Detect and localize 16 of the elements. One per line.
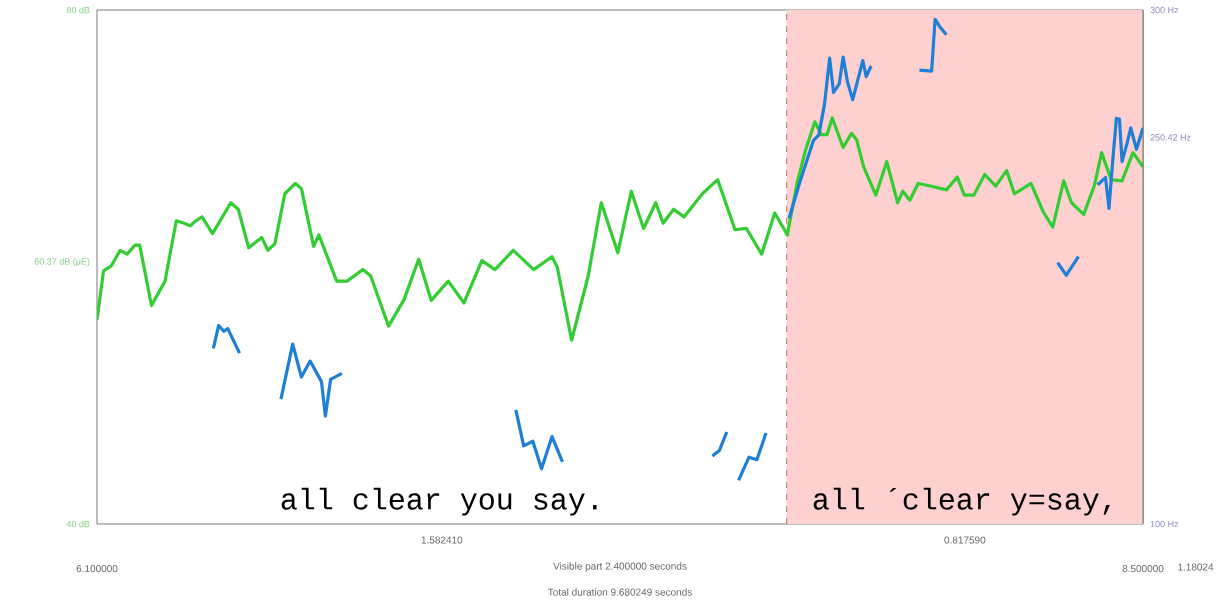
y-tick-label: 60.37 dB (μE) (34, 258, 90, 267)
y2-tick-label: 300 Hz (1150, 6, 1179, 14)
annotation: all clear you say. (281, 487, 597, 516)
line-series (97, 116, 1143, 342)
x-tick-label: 6.100000 (76, 565, 118, 573)
text: 1.18024 (1178, 563, 1214, 571)
text: 0.817590 (944, 536, 986, 544)
text: 1.582410 (421, 536, 463, 544)
x-tick-label: 8.500000 (1122, 565, 1164, 573)
y-tick-label: 80 dB (66, 6, 90, 14)
text: Total duration 9.680249 seconds (547, 588, 692, 596)
y2-tick-label: 250.42 Hz (1150, 134, 1191, 141)
y2-tick-label: 100 Hz (1150, 520, 1179, 528)
text: Visible part 2.400000 seconds (553, 562, 687, 572)
y-tick-label: 40 dB (66, 520, 90, 528)
annotation: all ´clear y=say, (813, 487, 1110, 516)
